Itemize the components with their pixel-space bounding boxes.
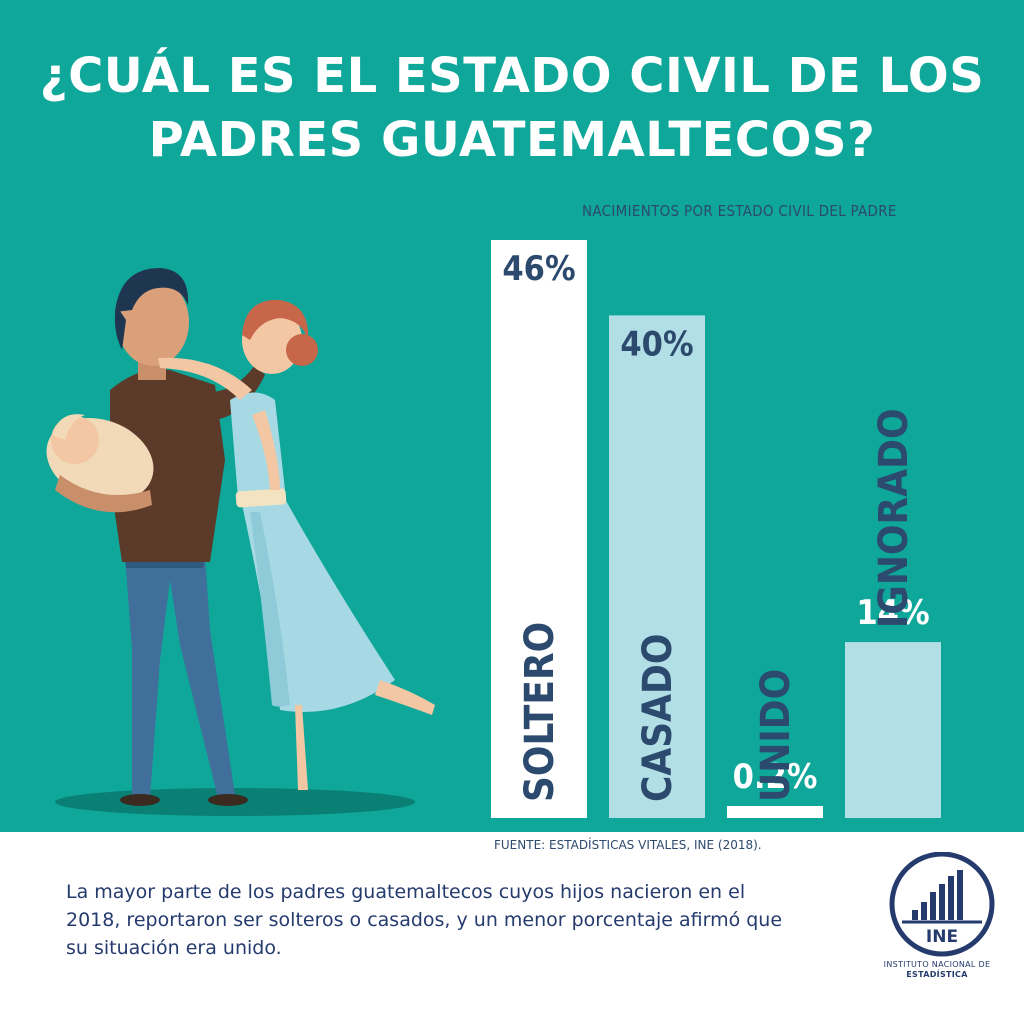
value-label-ignorado: 14% [856,593,929,633]
title-line-2: PADRES GUATEMALTECOS? [148,112,876,168]
category-label-casado: CASADO [635,634,681,803]
value-label-soltero: 46% [502,249,575,289]
bar-soltero [491,240,587,818]
value-label-unido: 0.2% [733,757,818,797]
family-illustration [46,268,435,816]
page-title: ¿CUÁL ES EL ESTADO CIVIL DE LOS PADRES G… [0,44,1024,172]
bar-casado [609,315,705,818]
bars: 46% SOLTERO 40% CASADO 0.2%UNIDO 14%IGNORADO [491,240,941,818]
baby-figure [46,414,154,513]
bar-unido [727,806,823,818]
logo-caption-line-2: ESTADÍSTICA [906,970,968,979]
category-label-ignorado: IGNORADO [871,408,917,628]
summary-text: La mayor parte de los padres guatemaltec… [66,881,783,959]
woman-figure [158,299,435,790]
logo-abbr: INE [926,927,958,947]
logo-bars-icon [912,870,963,920]
ine-logo: INE [889,852,995,957]
value-label-casado: 40% [620,324,693,364]
bar-ignorado [845,642,941,818]
category-label-soltero: SOLTERO [517,622,563,802]
category-label-unido: UNIDO [753,669,799,802]
chart-title: NACIMIENTOS POR ESTADO CIVIL DEL PADRE [582,202,897,220]
logo-caption: INSTITUTO NACIONAL DE ESTADÍSTICA [862,960,1012,980]
source-note: FUENTE: ESTADÍSTICAS VITALES, INE (2018)… [494,838,762,852]
logo-caption-line-1: INSTITUTO NACIONAL DE [883,960,991,969]
title-line-1: ¿CUÁL ES EL ESTADO CIVIL DE LOS [39,48,985,104]
bar-chart: 46% SOLTERO 40% CASADO 0.2%UNIDO 14%IGNORADO [491,240,941,818]
